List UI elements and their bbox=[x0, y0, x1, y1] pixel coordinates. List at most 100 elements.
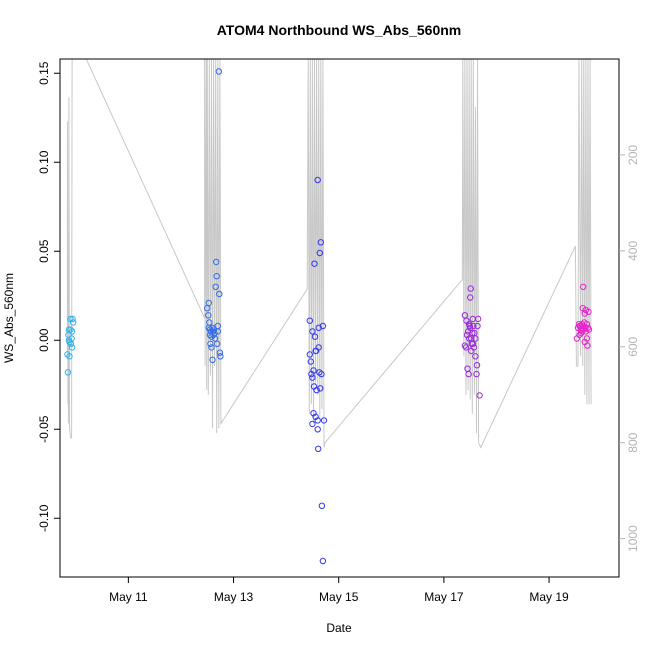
data-point bbox=[473, 362, 481, 369]
data-point bbox=[64, 369, 72, 376]
data-points-layer bbox=[64, 68, 593, 565]
y2-tick-label: 200 bbox=[626, 145, 640, 165]
data-point bbox=[316, 249, 323, 257]
x-tick-label: May 11 bbox=[109, 590, 148, 604]
x-tick-label: May 15 bbox=[319, 590, 359, 604]
data-point bbox=[467, 324, 474, 331]
y-tick-label: 0.10 bbox=[37, 150, 51, 174]
data-point bbox=[309, 420, 316, 428]
data-point bbox=[211, 335, 219, 342]
data-point bbox=[318, 370, 325, 378]
data-point bbox=[462, 344, 470, 351]
data-point bbox=[465, 321, 473, 328]
x-tick-label: May 13 bbox=[214, 590, 254, 604]
data-point bbox=[320, 417, 328, 424]
data-point bbox=[474, 315, 482, 323]
x-axis-label: Date bbox=[326, 621, 352, 635]
data-point bbox=[582, 324, 589, 331]
y-tick-label: 0.00 bbox=[37, 328, 51, 352]
y-tick-label: 0.15 bbox=[37, 61, 51, 85]
data-point bbox=[309, 374, 316, 381]
data-point bbox=[578, 326, 585, 333]
data-point bbox=[309, 328, 316, 335]
data-point bbox=[213, 273, 220, 280]
y2-tick-label: 1000 bbox=[626, 525, 640, 552]
data-point bbox=[581, 310, 588, 317]
data-point bbox=[65, 337, 73, 344]
data-point bbox=[306, 351, 313, 358]
data-point bbox=[468, 347, 475, 355]
data-point bbox=[205, 312, 212, 319]
altitude-line bbox=[66, 59, 592, 449]
y2-tick-label: 400 bbox=[626, 241, 640, 261]
y2-tick-label: 600 bbox=[626, 336, 640, 356]
x-tick-label: May 19 bbox=[529, 590, 569, 604]
data-point bbox=[465, 335, 473, 342]
data-point bbox=[576, 331, 583, 339]
data-point bbox=[215, 68, 223, 75]
data-point bbox=[318, 502, 326, 509]
y-axis-label: WS_Abs_560nm bbox=[2, 273, 16, 363]
data-point bbox=[476, 392, 483, 399]
data-point bbox=[314, 417, 321, 424]
data-point bbox=[216, 349, 224, 356]
data-point bbox=[465, 370, 472, 378]
data-point bbox=[314, 426, 321, 433]
data-point bbox=[311, 260, 318, 267]
data-point bbox=[69, 315, 76, 323]
data-point bbox=[315, 445, 322, 452]
data-point bbox=[583, 321, 591, 328]
data-point bbox=[579, 305, 586, 312]
data-point bbox=[317, 239, 324, 246]
data-point bbox=[585, 308, 592, 315]
data-point bbox=[216, 290, 223, 298]
chart-title: ATOM4 Northbound WS_Abs_560nm bbox=[217, 22, 462, 38]
data-point bbox=[469, 329, 476, 337]
data-point bbox=[472, 335, 479, 342]
y2-axis: 200 400 600 800 1000 bbox=[619, 145, 640, 552]
plot-frame bbox=[59, 58, 620, 578]
data-point bbox=[217, 353, 224, 360]
y-axis: -0.10 -0.05 0.00 0.05 0.10 0.15 bbox=[37, 61, 60, 532]
data-point bbox=[580, 283, 587, 290]
data-point bbox=[467, 294, 474, 301]
data-point bbox=[315, 344, 322, 351]
data-point bbox=[473, 370, 480, 378]
y2-tick-label: 800 bbox=[626, 432, 640, 452]
data-point bbox=[307, 358, 314, 365]
data-point bbox=[206, 319, 213, 326]
data-point bbox=[583, 335, 591, 342]
data-point bbox=[212, 283, 219, 290]
data-point bbox=[208, 344, 215, 351]
data-point bbox=[310, 367, 317, 374]
data-point bbox=[461, 312, 469, 319]
data-point bbox=[214, 322, 222, 330]
data-point bbox=[313, 386, 320, 394]
data-point bbox=[214, 340, 221, 347]
x-axis: May 11 May 13 May 15 May 17 May 19 bbox=[109, 577, 569, 604]
data-point bbox=[319, 557, 327, 565]
y-tick-label: -0.05 bbox=[37, 415, 51, 443]
data-point bbox=[66, 353, 73, 360]
data-point bbox=[209, 356, 216, 363]
data-point bbox=[319, 322, 327, 330]
data-point bbox=[213, 258, 220, 266]
data-point bbox=[67, 326, 74, 333]
y-tick-label: 0.05 bbox=[37, 239, 51, 263]
data-point bbox=[314, 176, 321, 184]
data-point bbox=[306, 317, 313, 324]
data-point bbox=[317, 385, 324, 392]
data-point bbox=[472, 353, 479, 360]
data-point bbox=[474, 322, 481, 330]
data-point bbox=[207, 340, 214, 347]
data-point bbox=[69, 319, 77, 326]
data-point bbox=[584, 342, 591, 349]
data-point bbox=[469, 340, 476, 347]
data-point bbox=[467, 285, 474, 292]
y-tick-label: -0.10 bbox=[37, 504, 51, 532]
altitude-line-layer bbox=[66, 59, 592, 449]
data-point bbox=[205, 299, 213, 307]
data-point bbox=[209, 328, 217, 335]
data-point bbox=[68, 344, 76, 351]
